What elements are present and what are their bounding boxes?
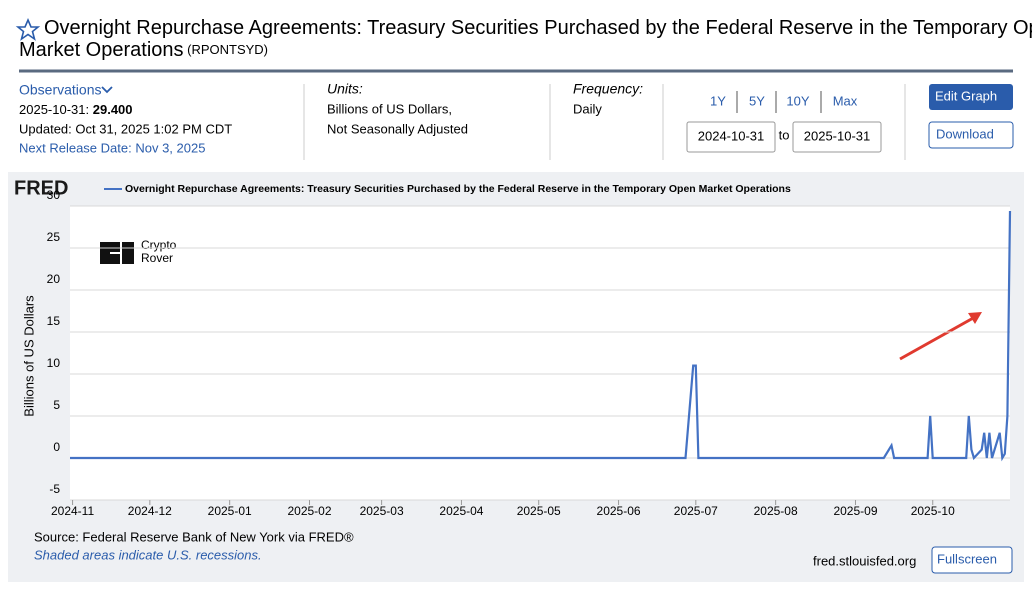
- units: Not Seasonally Adjusted: [327, 121, 468, 136]
- y-axis-label: Billions of US Dollars: [21, 295, 36, 417]
- end-date: 2025-10-31: [804, 128, 871, 143]
- page-title: Overnight Repurchase Agreements: Treasur…: [19, 17, 1032, 61]
- range-button[interactable]: 1Y: [710, 93, 726, 108]
- range-button[interactable]: 5Y: [749, 93, 765, 108]
- x-tick-label: 2025-10: [911, 504, 955, 518]
- observations-link[interactable]: Observations: [19, 82, 101, 98]
- edit-graph: Edit Graph: [935, 88, 997, 103]
- units: Billions of US Dollars,: [327, 101, 452, 116]
- series-id: (RPONTSYD): [184, 42, 269, 57]
- x-tick-label: 2024-11: [51, 504, 94, 518]
- y-tick-label: 25: [47, 230, 61, 244]
- x-tick-label: 2025-03: [360, 504, 404, 518]
- frequency-label: Frequency:: [573, 81, 643, 97]
- x-tick-label: 2025-08: [754, 504, 798, 518]
- frequency: Daily: [573, 101, 602, 116]
- download-button[interactable]: [928, 121, 1014, 149]
- obs-date: 2025-10-31:: [19, 102, 89, 117]
- edit-graph-button[interactable]: [929, 84, 1013, 110]
- units-label: Units:: [327, 81, 363, 97]
- x-tick-label: 2025-02: [287, 504, 331, 518]
- red-arrow-head: [968, 312, 982, 324]
- x-tick-label: 2025-07: [674, 504, 718, 518]
- to: to: [779, 127, 790, 142]
- watermark: Crypto: [141, 238, 177, 252]
- updated: Updated: Oct 31, 2025 1:02 PM CDT: [19, 121, 232, 136]
- y-tick-label: 5: [53, 398, 60, 412]
- source: Source: Federal Reserve Bank of New York…: [34, 529, 354, 544]
- range-button[interactable]: Max: [833, 93, 858, 108]
- recessions: Shaded areas indicate U.S. recessions.: [34, 547, 262, 562]
- legend-label: Overnight Repurchase Agreements: Treasur…: [125, 183, 791, 195]
- download: Download: [936, 126, 994, 141]
- fred-logo: FRED: [14, 177, 68, 199]
- start-date: 2024-10-31: [698, 128, 765, 143]
- x-tick-label: 2025-09: [833, 504, 877, 518]
- plot-area: [70, 206, 1010, 500]
- x-tick-label: 2025-04: [439, 504, 483, 518]
- chevron: [101, 86, 113, 94]
- y-tick-label: 30: [47, 188, 61, 202]
- date-input[interactable]: [686, 121, 776, 153]
- y-tick-label: 0: [53, 440, 60, 454]
- date-input[interactable]: [792, 121, 882, 153]
- y-tick-label: 20: [47, 272, 61, 286]
- favorite-star[interactable]: [15, 17, 41, 41]
- y-tick-label: -5: [49, 482, 60, 496]
- range-button[interactable]: 10Y: [786, 93, 809, 108]
- x-tick-label: 2025-06: [597, 504, 641, 518]
- series-line: [70, 210, 1012, 462]
- x-tick-label: 2024-12: [128, 504, 172, 518]
- y-tick-label: 15: [47, 314, 61, 328]
- site: fred.stlouisfed.org: [813, 553, 916, 568]
- x-tick-label: 2025-05: [517, 504, 561, 518]
- watermark: Rover: [141, 251, 173, 265]
- red-arrow: [899, 315, 976, 361]
- x-tick-label: 2025-01: [208, 504, 252, 518]
- fullscreen: Fullscreen: [937, 551, 997, 566]
- fullscreen-button[interactable]: [931, 546, 1013, 574]
- y-tick-label: 10: [47, 356, 61, 370]
- obs: 2025-10-31: 29.400: [19, 102, 133, 117]
- next-release[interactable]: Next Release Date: Nov 3, 2025: [19, 140, 205, 155]
- obs-value: 29.400: [93, 102, 133, 117]
